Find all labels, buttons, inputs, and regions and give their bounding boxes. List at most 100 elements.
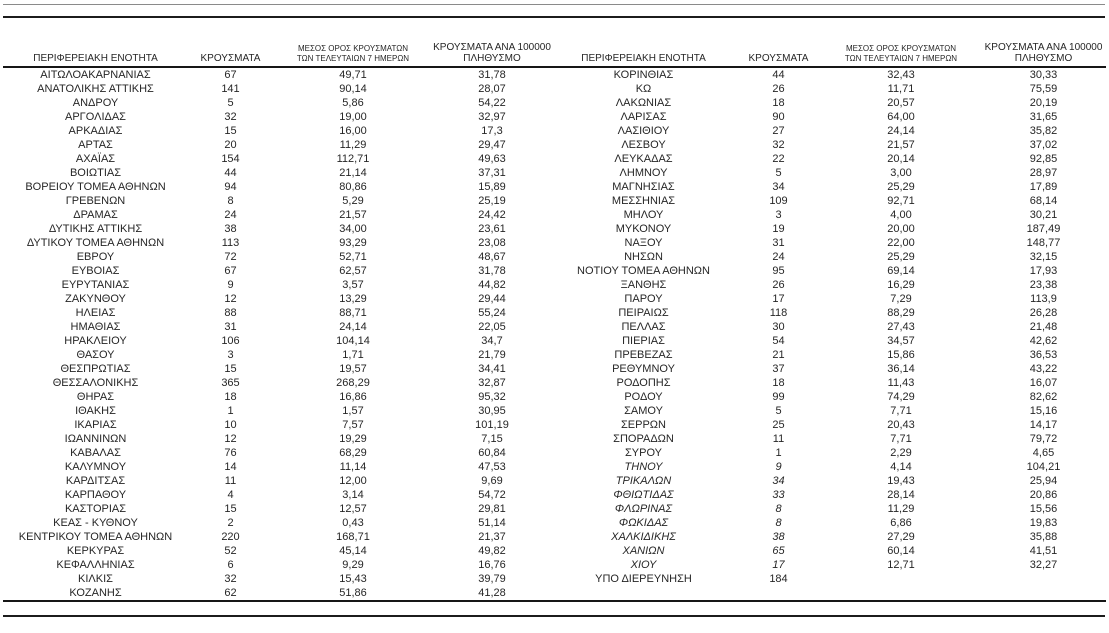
per100k-cell: 16,07: [1029, 377, 1058, 389]
region-cell: ΡΕΘΥΜΝΟΥ: [612, 363, 675, 375]
header-row: ΠΕΡΙΦΕΡΕΙΑΚΗ ΕΝΟΤΗΤΑ ΚΡΟΥΣΜΑΤΑ ΜΕΣΟΣ ΟΡΟ…: [3, 36, 1106, 68]
header-region-right: ΠΕΡΙΦΕΡΕΙΑΚΗ ΕΝΟΤΗΤΑ: [551, 36, 736, 68]
avg7-cell: 4,00: [890, 209, 912, 221]
per100k-cell: 30,33: [1029, 69, 1058, 81]
avg7-cell: 19,57: [339, 363, 367, 375]
per100k-cell: 32,97: [478, 111, 506, 123]
per100k-cell: 26,28: [1029, 307, 1058, 319]
per100k-cell: 49,82: [478, 545, 506, 557]
region-cell: ΡΟΔΟΥ: [624, 391, 663, 403]
region-cell: ΚΑΡΠΑΘΟΥ: [64, 489, 127, 501]
header-cases-left: ΚΡΟΥΣΜΑΤΑ: [188, 36, 273, 68]
cases-cell: 88: [224, 307, 237, 319]
table-row: ΔΥΤΙΚΗΣ ΑΤΤΙΚΗΣ 38 34,00 23,61 ΜΥΚΟΝΟΥ 19 20,0…: [3, 222, 1106, 236]
per100k-cell: 31,78: [478, 265, 506, 277]
avg7-cell: 4,14: [890, 461, 912, 473]
per100k-cell: 20,19: [1029, 97, 1058, 109]
table-body: ΑΙΤΩΛΟΑΚΑΡΝΑΝΙΑΣ 67 49,71 31,78 ΚΟΡΙΝΘΙΑΣ 44 3…: [3, 67, 1106, 602]
cases-cell: 14: [224, 461, 237, 473]
per100k-cell: 15,16: [1029, 405, 1058, 417]
avg7-cell: 11,43: [887, 377, 915, 389]
region-cell: ΘΕΣΠΡΩΤΙΑΣ: [60, 363, 131, 375]
table-row: ΚΟΖΑΝΗΣ 62 51,86 41,28: [3, 586, 1106, 602]
region-cell: ΣΕΡΡΩΝ: [621, 419, 666, 431]
avg7-cell: 12,57: [339, 503, 367, 515]
cases-cell: 67: [224, 265, 237, 277]
cases-cell: 67: [224, 69, 237, 81]
per100k-cell: 14,17: [1029, 419, 1058, 431]
cases-cell: 8: [227, 195, 234, 207]
avg7-cell: 25,29: [887, 251, 915, 263]
region-cell: ΠΕΙΡΑΙΩΣ: [618, 307, 669, 319]
avg7-cell: 7,71: [890, 405, 912, 417]
per100k-cell: 28,07: [478, 83, 506, 95]
header-avg7-right: ΜΕΣΟΣ ΟΡΟΣ ΚΡΟΥΣΜΑΤΩΝ ΤΩΝ ΤΕΛΕΥΤΑΙΩΝ 7 Η…: [821, 36, 981, 68]
per100k-cell: 17,89: [1029, 181, 1058, 193]
region-cell: ΕΒΡΟΥ: [76, 251, 115, 263]
per100k-cell: 39,79: [478, 573, 506, 585]
per100k-cell: [981, 586, 1106, 602]
avg7-cell: [821, 572, 981, 586]
avg7-cell: 12,71: [887, 559, 915, 571]
cases-cell: 90: [772, 111, 785, 123]
region-cell: ΔΥΤΙΚΗΣ ΑΤΤΙΚΗΣ: [48, 223, 143, 235]
avg7-cell: 64,00: [887, 111, 915, 123]
avg7-cell: 268,29: [336, 377, 370, 389]
avg7-cell: 112,71: [336, 153, 370, 165]
cases-cell: 15: [224, 363, 237, 375]
cases-cell: 44: [772, 69, 785, 81]
avg7-cell: 49,71: [339, 69, 367, 81]
region-cell: ΧΑΛΚΙΔΙΚΗΣ: [611, 531, 676, 543]
region-cell: ΠΡΕΒΕΖΑΣ: [614, 349, 673, 361]
table-row: ΚΕΝΤΡΙΚΟΥ ΤΟΜΕΑ ΑΘΗΝΩΝ 220 168,71 21,37 ΧΑΛΚ…: [3, 530, 1106, 544]
table-row: ΘΕΣΠΡΩΤΙΑΣ 15 19,57 34,41 ΡΕΘΥΜΝΟΥ 37 36,14 43,…: [3, 362, 1106, 376]
cases-cell: 32: [224, 573, 237, 585]
header-cases-right: ΚΡΟΥΣΜΑΤΑ: [736, 36, 821, 68]
region-cell: ΑΧΑΪΑΣ: [75, 153, 116, 165]
per100k-cell: 25,19: [478, 195, 506, 207]
region-cell: ΛΕΣΒΟΥ: [621, 139, 666, 151]
region-cell: ΕΥΒΟΙΑΣ: [71, 265, 120, 277]
cases-cell: 25: [772, 419, 785, 431]
region-cell: ΠΙΕΡΙΑΣ: [622, 335, 665, 347]
avg7-cell: 88,71: [339, 307, 367, 319]
avg7-cell: 11,29: [887, 503, 915, 515]
per100k-cell: 21,79: [478, 349, 506, 361]
per100k-cell: 17,3: [481, 125, 503, 137]
per100k-cell: 47,53: [478, 461, 506, 473]
region-cell: ΚΟΡΙΝΘΙΑΣ: [613, 69, 674, 81]
avg7-cell: 20,14: [887, 153, 915, 165]
region-cell: ΒΟΙΩΤΙΑΣ: [69, 167, 122, 179]
region-cell: [551, 586, 736, 602]
cases-cell: 33: [772, 489, 785, 501]
per100k-cell: 32,87: [478, 377, 506, 389]
per100k-cell: 35,82: [1029, 125, 1058, 137]
region-cell: ΜΥΚΟΝΟΥ: [615, 223, 672, 235]
table-row: ΘΕΣΣΑΛΟΝΙΚΗΣ 365 268,29 32,87 ΡΟΔΟΠΗΣ 18 11,43…: [3, 376, 1106, 390]
cases-cell: 18: [224, 391, 237, 403]
cases-cell: 17: [772, 293, 785, 305]
region-cell: ΗΛΕΙΑΣ: [75, 307, 116, 319]
region-cell: ΚΑΛΥΜΝΟΥ: [64, 461, 127, 473]
per100k-cell: 54,72: [478, 489, 506, 501]
avg7-cell: 6,86: [890, 517, 912, 529]
cases-cell: 44: [224, 167, 237, 179]
cases-cell: 2: [227, 517, 234, 529]
table-row: ΕΒΡΟΥ 72 52,71 48,67 ΝΗΣΩΝ 24 25,29 32,15: [3, 250, 1106, 264]
per100k-cell: 34,7: [481, 335, 503, 347]
region-cell: ΧΙΟΥ: [630, 559, 657, 571]
avg7-cell: 7,71: [890, 433, 912, 445]
per100k-cell: 82,62: [1029, 391, 1058, 403]
per100k-cell: 60,84: [478, 447, 506, 459]
region-cell: ΚΕΑΣ - ΚΥΘΝΟΥ: [53, 517, 138, 529]
avg7-cell: 52,71: [339, 251, 367, 263]
table-row: ΖΑΚΥΝΘΟΥ 12 13,29 29,44 ΠΑΡΟΥ 17 7,29 113,9: [3, 292, 1106, 306]
region-cell: ΑΡΓΟΛΙΔΑΣ: [65, 111, 126, 123]
per100k-cell: 32,15: [1029, 251, 1058, 263]
per100k-cell: 37,31: [478, 167, 506, 179]
per100k-cell: 36,53: [1029, 349, 1058, 361]
per100k-cell: 29,44: [478, 293, 506, 305]
avg7-cell: 104,14: [336, 335, 370, 347]
table-row: ΑΡΓΟΛΙΔΑΣ 32 19,00 32,97 ΛΑΡΙΣΑΣ 90 64,00 31,65: [3, 110, 1106, 124]
